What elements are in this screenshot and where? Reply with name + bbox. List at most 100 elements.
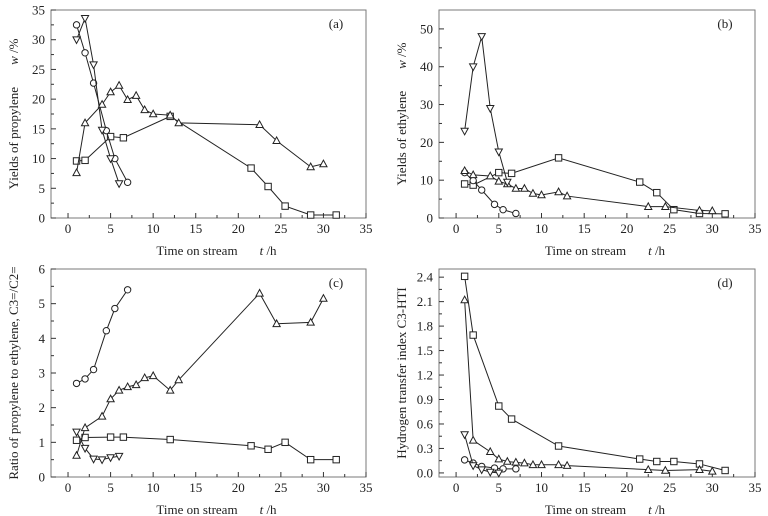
x-axis-title: Time on stream t /h <box>545 243 666 258</box>
panel-d: 0 5 10 15 20 25 30 35 0.0 0.3 0.6 0.9 1.2 1.5 1.8 2.1 2.… <box>394 268 762 516</box>
data-point-square <box>460 180 469 188</box>
data-point-square <box>264 445 272 453</box>
data-point-square <box>281 202 289 210</box>
data-point-triangle-up <box>131 90 141 99</box>
x-tick-label: 0 <box>65 221 72 236</box>
y-axis-title: Ratio of propylene to ethylene, C3=/C2= <box>6 266 21 479</box>
data-point-circle <box>123 286 132 294</box>
data-point-square <box>495 168 503 177</box>
data-point-triangle-down <box>494 469 504 478</box>
axis-frame <box>50 9 367 219</box>
data-point-triangle-down <box>97 456 107 465</box>
x-axis-title: Time on stream t /h <box>545 502 666 516</box>
axis-frame <box>438 268 756 478</box>
data-point-triangle-up <box>80 118 90 127</box>
data-point-triangle-up <box>502 456 512 465</box>
data-point-circle <box>72 379 81 388</box>
x-tick-label: 35 <box>749 221 762 236</box>
data-point-square <box>281 438 289 447</box>
panel-label: (b) <box>717 16 732 31</box>
x-tick-label: 25 <box>274 480 287 495</box>
data-point-square <box>460 272 469 281</box>
data-point-triangle-up <box>695 205 704 214</box>
series-triangle-down <box>72 15 124 189</box>
x-tick-label: 30 <box>317 221 330 236</box>
data-point-triangle-up <box>494 454 504 463</box>
data-point-triangle-up <box>460 295 470 304</box>
y-tick-label: 15 <box>32 121 45 136</box>
series-triangle-up <box>460 165 717 215</box>
panel-label: (d) <box>717 275 732 290</box>
x-tick-label: 15 <box>189 480 202 495</box>
x-tick-label: 0 <box>453 480 460 495</box>
data-point-triangle-up <box>485 171 495 180</box>
y-tick-label: 1.5 <box>417 343 433 358</box>
data-point-triangle-up <box>554 187 564 196</box>
data-point-square <box>72 436 81 444</box>
data-point-circle <box>102 327 111 335</box>
data-point-triangle-up <box>131 379 141 389</box>
y-tick-label: 3 <box>39 366 46 381</box>
data-point-triangle-down <box>468 63 478 72</box>
data-point-square <box>670 457 678 466</box>
data-point-square <box>332 211 340 219</box>
data-point-square <box>507 415 516 423</box>
data-point-triangle-up <box>140 373 150 382</box>
y-tick-label: 30 <box>32 32 45 47</box>
panel-b: 0 5 10 15 20 25 30 35 0 10 20 30 40 50 Time on stream t… <box>394 9 762 258</box>
data-point-triangle-up <box>114 385 124 394</box>
data-point-triangle-down <box>477 33 487 42</box>
x-tick-label: 35 <box>360 480 373 495</box>
series-triangle-up <box>72 80 328 177</box>
data-point-triangle-down <box>72 36 81 45</box>
data-point-triangle-up <box>306 317 316 326</box>
data-point-square <box>636 178 644 186</box>
data-point-triangle-up <box>318 293 328 302</box>
x-tick-label: 10 <box>147 221 160 236</box>
data-point-triangle-up <box>537 190 546 199</box>
data-point-square <box>119 134 128 142</box>
data-point-triangle-up <box>255 119 265 128</box>
data-point-triangle-down <box>89 61 99 70</box>
y-tick-label: 0.6 <box>417 416 434 431</box>
data-point-circle <box>81 49 89 57</box>
x-tick-label: 30 <box>706 221 719 236</box>
data-point-triangle-down <box>494 148 504 157</box>
y-tick-label: 2.1 <box>417 294 433 309</box>
data-point-circle <box>499 205 507 214</box>
data-point-circle <box>469 176 477 185</box>
y-tick-label: 30 <box>420 97 433 112</box>
data-point-square <box>247 442 255 450</box>
data-point-triangle-up <box>707 466 717 475</box>
data-point-triangle-up <box>140 104 150 114</box>
y-axis-title: Yields of propylenew /% <box>6 38 21 189</box>
y-tick-label: 25 <box>32 62 45 77</box>
data-point-triangle-up <box>72 450 81 459</box>
data-point-triangle-up <box>318 159 328 168</box>
x-tick-label: 20 <box>232 480 245 495</box>
y-tick-label: 40 <box>420 59 433 74</box>
y-tick-label: 1.2 <box>417 368 433 383</box>
data-point-triangle-up <box>255 288 265 297</box>
y-tick-label: 4 <box>39 331 46 346</box>
data-point-square <box>554 442 563 450</box>
x-tick-label: 5 <box>107 480 114 495</box>
data-point-triangle-up <box>80 422 90 432</box>
x-tick-label: 25 <box>663 221 676 236</box>
y-tick-label: 50 <box>420 21 433 36</box>
data-point-triangle-up <box>707 205 717 215</box>
data-point-triangle-up <box>468 435 478 444</box>
series-triangle-up <box>72 288 328 459</box>
data-point-square <box>554 154 563 162</box>
data-point-triangle-down <box>468 462 478 471</box>
series-circle <box>72 286 132 388</box>
series-triangle-up <box>460 295 717 475</box>
data-point-square <box>166 435 174 444</box>
data-point-triangle-down <box>106 454 116 463</box>
data-point-square <box>106 132 115 141</box>
x-axis-title: Time on stream t /h <box>156 502 277 516</box>
data-point-triangle-up <box>643 464 653 473</box>
data-point-triangle-up <box>306 162 316 171</box>
data-point-square <box>670 205 678 214</box>
